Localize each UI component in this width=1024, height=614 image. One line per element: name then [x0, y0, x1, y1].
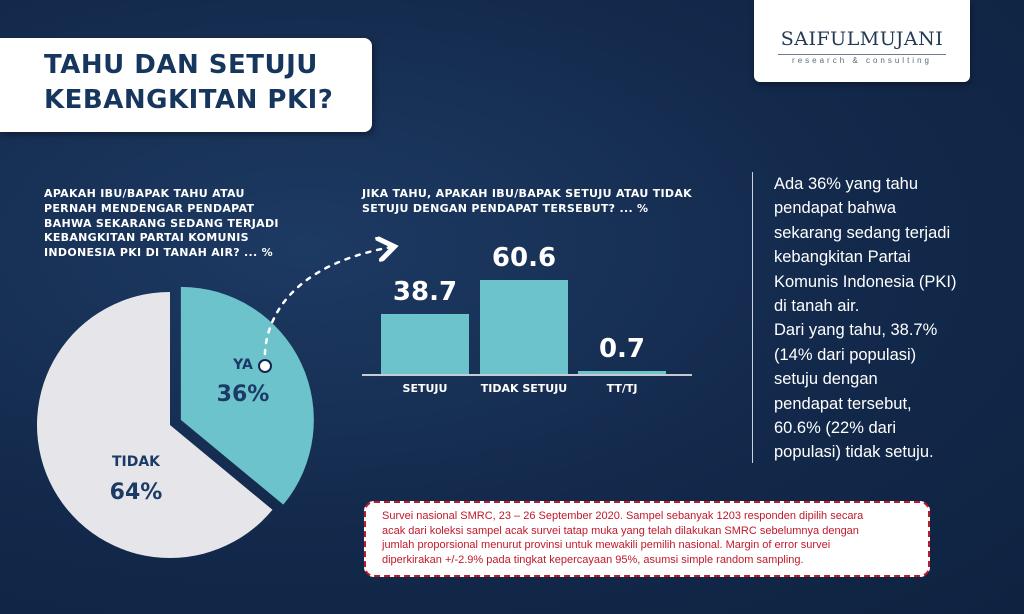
summary-line: sekarang sedang terjadi: [774, 223, 951, 242]
question-1-line: BAHWA SEKARANG SEDANG TERJADI: [44, 216, 279, 230]
question-1: APAKAH IBU/BAPAK TAHU ATAU PERNAH MENDEN…: [44, 187, 314, 261]
summary-line: Dari yang tahu, 38.7%: [774, 321, 938, 340]
title-line-1: TAHU DAN SETUJU: [44, 50, 318, 80]
summary-line: pendapat tersebut,: [774, 394, 912, 413]
bar-category-label: TT/TJ: [607, 382, 638, 395]
summary-divider: [752, 172, 753, 463]
bar-setuju: [381, 313, 469, 374]
note-line: Survei nasional SMRC, 23 – 26 September …: [382, 510, 864, 522]
connector-arrow: [263, 247, 392, 367]
bar-value-label: 0.7: [599, 334, 645, 364]
pie-label-tidak: TIDAK: [112, 454, 161, 470]
bar-category-label: SETUJU: [403, 382, 448, 395]
methodology-note-box: [364, 501, 930, 577]
question-1-line: KEBANGKITAN PARTAI KOMUNIS: [44, 231, 249, 245]
bar-value-label: 60.6: [492, 243, 556, 273]
pie-slice-ya: [180, 286, 314, 505]
connector-dot: [258, 359, 272, 373]
summary-line: populasi) tidak setuju.: [774, 443, 934, 462]
pie-value-tidak: 64%: [110, 480, 163, 505]
page-title: TAHU DAN SETUJU KEBANGKITAN PKI?: [44, 48, 364, 118]
summary-line: setuju dengan: [774, 370, 878, 389]
summary-line: di tanah air.: [774, 297, 860, 316]
summary-line: kebangkitan Partai: [774, 248, 911, 267]
question-2: JIKA TAHU, APAKAH IBU/BAPAK SETUJU ATAU …: [362, 187, 732, 217]
note-line: jumlah proporsional menurut provinsi unt…: [382, 539, 831, 551]
note-line: diperkirakan +/-2.9% pada tingkat keperc…: [382, 553, 804, 566]
logo-name: SAIFULMUJANI: [780, 28, 944, 50]
question-1-line: INDONESIA PKI DI TANAH AIR? ... %: [44, 246, 273, 260]
question-2-line: SETUJU DENGAN PENDAPAT TERSEBUT? ... %: [362, 201, 649, 215]
summary-line: Ada 36% yang tahu: [774, 175, 919, 193]
bar-chart: 38.7 SETUJU 60.6 TIDAK SETUJU 0.7 TT/TJ: [362, 243, 692, 395]
bar-category-label: TIDAK SETUJU: [481, 382, 568, 395]
bar-tt-tj: [578, 371, 666, 374]
title-line-2: KEBANGKITAN PKI?: [44, 85, 334, 115]
bar-value-label: 38.7: [393, 277, 457, 307]
question-1-line: PERNAH MENDENGAR PENDAPAT: [44, 201, 255, 215]
note-line: acak dari koleksi sampel acak survei tat…: [382, 524, 859, 537]
pie-label-ya: YA: [232, 357, 253, 373]
summary-line: 60.6% (22% dari: [774, 419, 896, 438]
logo-box: [754, 0, 970, 82]
logo-subtitle: research & consulting: [792, 56, 932, 65]
question-1-line: APAKAH IBU/BAPAK TAHU ATAU: [44, 187, 245, 200]
bar-tidak-setuju: [480, 280, 568, 374]
logo-divider: [778, 54, 946, 55]
methodology-note: Survei nasional SMRC, 23 – 26 September …: [382, 509, 922, 567]
pie-chart: [37, 286, 314, 558]
pie-slice-tidak: [37, 292, 273, 558]
summary-text: Ada 36% yang tahu pendapat bahwa sekaran…: [774, 172, 984, 465]
summary-line: pendapat bahwa: [774, 199, 897, 218]
summary-line: (14% dari populasi): [774, 345, 917, 364]
title-box: [0, 38, 372, 132]
summary-line: Komunis Indonesia (PKI): [774, 272, 957, 291]
question-2-line: JIKA TAHU, APAKAH IBU/BAPAK SETUJU ATAU …: [362, 187, 692, 200]
pie-value-ya: 36%: [217, 382, 270, 407]
